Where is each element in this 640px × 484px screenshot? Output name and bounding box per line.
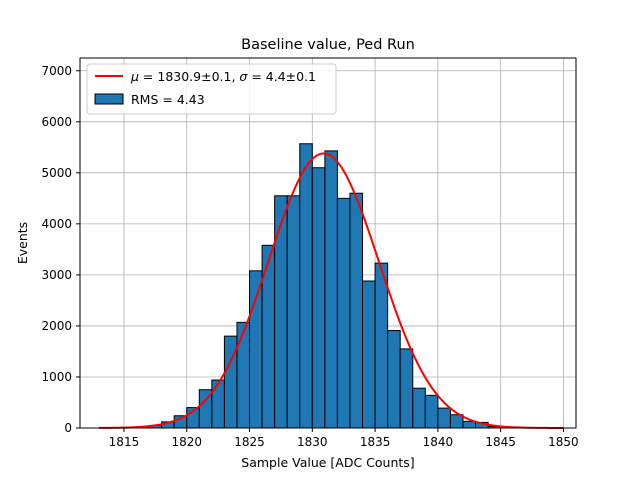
x-axis-label: Sample Value [ADC Counts] [241, 455, 414, 470]
legend: μ = 1830.9±0.1, σ = 4.4±0.1 RMS = 4.43 [87, 64, 336, 114]
histogram-bar [250, 271, 263, 428]
x-tick-label: 1850 [548, 435, 579, 449]
legend-mu-value: = 1830.9±0.1, [139, 69, 239, 84]
legend-hist-swatch [95, 94, 123, 104]
y-tick-label: 7000 [41, 64, 72, 78]
legend-fit-label: μ = 1830.9±0.1, σ = 4.4±0.1 [130, 69, 316, 84]
legend-sigma-value: = 4.4±0.1 [247, 69, 316, 84]
histogram-bar [438, 408, 451, 428]
y-tick-label: 2000 [41, 319, 72, 333]
y-tick-label: 1000 [41, 370, 72, 384]
histogram-bar [363, 281, 376, 428]
y-tick-label: 5000 [41, 166, 72, 180]
x-tick-label: 1820 [171, 435, 202, 449]
legend-mu-symbol: μ [130, 69, 139, 84]
x-tick-label: 1835 [360, 435, 391, 449]
x-tick-label: 1815 [109, 435, 140, 449]
x-tick-label: 1825 [234, 435, 265, 449]
histogram-bar [300, 144, 313, 428]
histogram-bar [413, 388, 426, 428]
histogram-bar [287, 196, 300, 428]
histogram-bar [275, 196, 288, 428]
histogram-bar [312, 168, 325, 428]
x-tick-label: 1845 [485, 435, 516, 449]
histogram-bar [375, 263, 388, 428]
histogram-bar [425, 395, 438, 428]
histogram-bar [388, 331, 401, 428]
legend-hist-label: RMS = 4.43 [131, 92, 205, 107]
y-tick-label: 3000 [41, 268, 72, 282]
y-tick-label: 0 [64, 421, 72, 435]
histogram-bar [212, 380, 225, 428]
histogram-bar [350, 193, 363, 428]
histogram-bar [337, 198, 350, 428]
histogram-bar [463, 421, 476, 428]
histogram-bar [237, 322, 250, 428]
x-tick-label: 1840 [423, 435, 454, 449]
histogram-bar [400, 349, 413, 428]
histogram-bar [325, 151, 338, 428]
y-tick-label: 6000 [41, 115, 72, 129]
chart-title: Baseline value, Ped Run [241, 37, 415, 53]
y-tick-label: 4000 [41, 217, 72, 231]
x-tick-label: 1830 [297, 435, 328, 449]
y-axis-label: Events [15, 222, 30, 264]
